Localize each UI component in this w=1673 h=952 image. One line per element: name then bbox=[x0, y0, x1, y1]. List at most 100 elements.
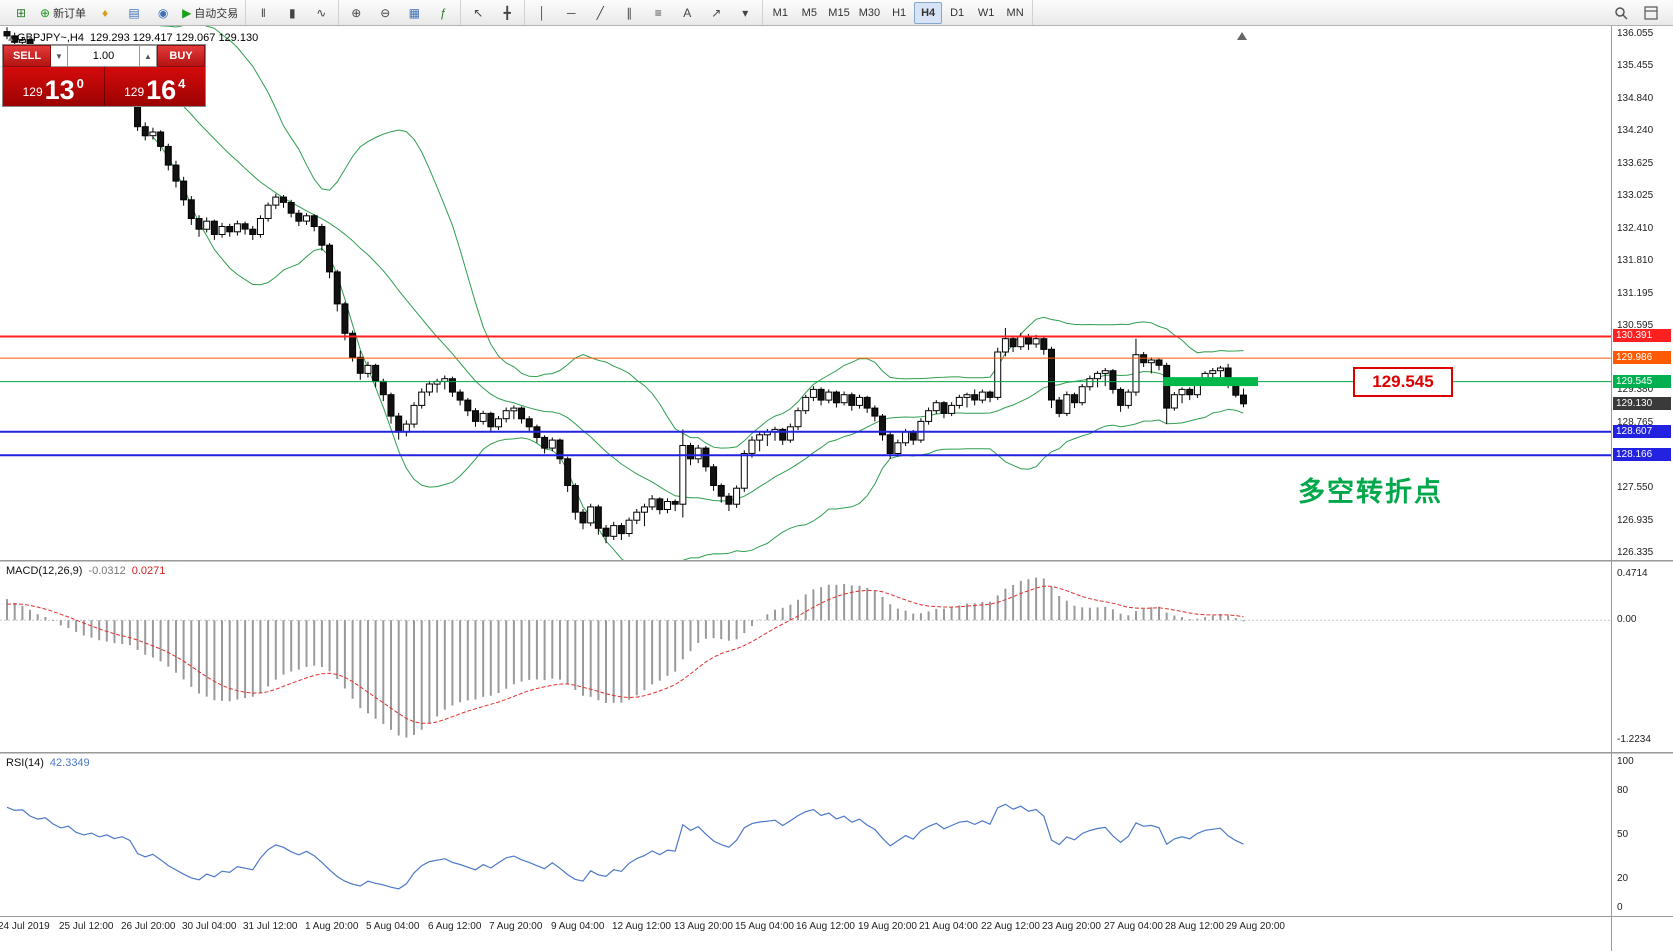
macd-resize-handle[interactable] bbox=[0, 560, 1611, 562]
timeframe-h1-label: H1 bbox=[892, 6, 907, 19]
axis-corner bbox=[1612, 916, 1673, 952]
vertical-line-button[interactable]: │ bbox=[528, 2, 556, 24]
rsi-canvas[interactable] bbox=[0, 754, 1611, 916]
file-group: ⊞ ⊕ 新订单 ♦ ▤ ◉ ▶ 自动交易 bbox=[4, 0, 247, 25]
crosshair-button[interactable]: ╋ bbox=[493, 2, 521, 24]
price-tick: 129.380 bbox=[1617, 384, 1654, 395]
shapes-dropdown-icon: ▾ bbox=[742, 5, 749, 20]
horizontal-line-button[interactable]: ─ bbox=[557, 2, 585, 24]
timeframe-d1[interactable]: D1 bbox=[943, 2, 971, 24]
axis-separator-2 bbox=[1612, 752, 1673, 754]
scroll-to-end-marker[interactable] bbox=[1237, 32, 1247, 40]
chart-type-group: ‖ ▮ ∿ bbox=[246, 0, 340, 25]
volume-step-down-button[interactable]: ▼ bbox=[51, 45, 68, 67]
text-button[interactable]: A bbox=[673, 2, 701, 24]
trendline-button[interactable]: ╱ bbox=[586, 2, 614, 24]
rsi-panel[interactable]: RSI(14) 42.3349 bbox=[0, 754, 1611, 916]
arrows-button[interactable]: ↗ bbox=[702, 2, 730, 24]
fibonacci-button[interactable]: ≡ bbox=[644, 2, 672, 24]
time-axis[interactable]: 24 Jul 2019 25 Jul 12:00 26 Jul 20:00 30 Ju… bbox=[0, 916, 1611, 952]
price-tick: 135.455 bbox=[1617, 60, 1654, 71]
time-label: 15 Aug 04:00 bbox=[735, 921, 794, 932]
timeframe-mn-label: MN bbox=[1006, 6, 1024, 19]
cursor-group: ↖ ╋ bbox=[461, 0, 526, 25]
rsi-axis[interactable]: 100 80 50 20 0 bbox=[1612, 754, 1673, 916]
timeframe-m1-label: M1 bbox=[772, 6, 788, 19]
price-marker: 129.986 bbox=[1613, 351, 1671, 364]
shapes-dropdown[interactable]: ▾ bbox=[731, 2, 759, 24]
new-order-button-label: 新订单 bbox=[53, 7, 87, 20]
rsi-tick: 20 bbox=[1617, 873, 1629, 884]
support-zone-object[interactable] bbox=[1163, 377, 1258, 387]
time-label: 25 Jul 12:00 bbox=[59, 921, 114, 932]
sell-price-display[interactable]: 129 13 0 bbox=[3, 67, 105, 106]
timeframe-m1[interactable]: M1 bbox=[766, 2, 794, 24]
timeframe-m5[interactable]: M5 bbox=[795, 2, 823, 24]
turning-point-annotation[interactable]: 多空转折点 bbox=[1298, 477, 1443, 507]
timeframe-group: M1 M5 M15 M30 H1 H4 D1 W1 MN bbox=[763, 0, 1034, 25]
macd-value-main: -0.0312 bbox=[88, 565, 126, 577]
new-order-button[interactable]: ⊕ 新订单 bbox=[36, 2, 90, 24]
autotrading-button[interactable]: ▶ 自动交易 bbox=[178, 2, 242, 24]
zoom-out-button[interactable]: ⊖ bbox=[371, 2, 399, 24]
buy-price-big: 16 bbox=[146, 75, 177, 105]
channel-button-icon: ∥ bbox=[626, 5, 633, 20]
search-button[interactable] bbox=[1607, 2, 1635, 24]
chart-header: ▴ GBPJPY~,H4 129.293 129.417 129.067 129.1… bbox=[8, 32, 258, 44]
price-level-annotation[interactable]: 129.545 bbox=[1353, 367, 1453, 397]
sell-price-prefix: 129 bbox=[22, 85, 43, 99]
timeframe-h1[interactable]: H1 bbox=[885, 2, 913, 24]
data-window-button[interactable]: ◉ bbox=[149, 2, 177, 24]
timeframe-h4[interactable]: H4 bbox=[914, 1, 943, 24]
text-button-icon: A bbox=[683, 5, 692, 20]
price-axis[interactable]: 136.055 135.455 134.840 134.240 133.625 133.0… bbox=[1612, 26, 1673, 560]
zoom-in-button-icon: ⊕ bbox=[351, 5, 362, 20]
main-chart[interactable]: ▴ GBPJPY~,H4 129.293 129.417 129.067 129.1… bbox=[0, 26, 1611, 560]
timeframe-w1[interactable]: W1 bbox=[972, 2, 1000, 24]
timeframe-m30[interactable]: M30 bbox=[855, 2, 884, 24]
channel-button[interactable]: ∥ bbox=[615, 2, 643, 24]
bollinger-bands bbox=[152, 26, 1244, 560]
time-label: 13 Aug 20:00 bbox=[674, 921, 733, 932]
macd-axis[interactable]: 0.4714 0.00 -1.2234 bbox=[1612, 562, 1673, 752]
candles-layer bbox=[3, 27, 1247, 544]
cursor-button[interactable]: ↖ bbox=[464, 2, 492, 24]
expert-advisors-button[interactable]: ♦ bbox=[91, 2, 119, 24]
candlestick-chart-canvas[interactable] bbox=[0, 26, 1611, 560]
price-axis-column[interactable]: 136.055 135.455 134.840 134.240 133.625 133.0… bbox=[1611, 26, 1673, 951]
panels-button[interactable] bbox=[1637, 2, 1665, 24]
chart-symbol-timeframe: GBPJPY~,H4 bbox=[17, 32, 84, 44]
indicators-button[interactable]: ƒ bbox=[429, 2, 457, 24]
price-tick: 132.410 bbox=[1617, 223, 1654, 234]
volume-step-up-button[interactable]: ▲ bbox=[140, 45, 157, 67]
timeframe-m5-label: M5 bbox=[801, 6, 817, 19]
rsi-value: 42.3349 bbox=[49, 757, 90, 769]
chart-ohlc-values: 129.293 129.417 129.067 129.130 bbox=[89, 32, 259, 44]
macd-canvas[interactable] bbox=[0, 562, 1611, 752]
new-chart-button[interactable]: ⊞ bbox=[7, 2, 35, 24]
indicators-button-icon: ƒ bbox=[439, 5, 447, 20]
price-tick: 133.625 bbox=[1617, 158, 1654, 169]
time-label: 26 Jul 20:00 bbox=[121, 921, 176, 932]
price-marker: 129.545 bbox=[1613, 375, 1671, 388]
bar-chart-button[interactable]: ‖ bbox=[249, 2, 277, 24]
volume-input[interactable] bbox=[68, 45, 140, 67]
timeframe-mn[interactable]: MN bbox=[1001, 2, 1029, 24]
macd-tick: 0.00 bbox=[1617, 614, 1637, 625]
timeframe-m15[interactable]: M15 bbox=[824, 2, 853, 24]
profiles-button[interactable]: ▤ bbox=[120, 2, 148, 24]
zoom-in-button[interactable]: ⊕ bbox=[342, 2, 370, 24]
rsi-name: RSI(14) bbox=[6, 757, 44, 769]
sell-button[interactable]: SELL bbox=[3, 45, 51, 67]
tile-windows-button[interactable]: ▦ bbox=[400, 2, 428, 24]
buy-button[interactable]: BUY bbox=[157, 45, 205, 67]
rsi-tick: 100 bbox=[1617, 756, 1634, 767]
line-chart-button[interactable]: ∿ bbox=[307, 2, 335, 24]
bar-chart-button-icon: ‖ bbox=[260, 5, 266, 20]
macd-panel[interactable]: MACD(12,26,9) -0.0312 0.0271 bbox=[0, 562, 1611, 752]
time-label: 9 Aug 04:00 bbox=[551, 921, 605, 932]
candlestick-chart-button[interactable]: ▮ bbox=[278, 2, 306, 24]
one-click-collapse-icon[interactable]: ▴ bbox=[8, 33, 14, 44]
rsi-resize-handle[interactable] bbox=[0, 752, 1611, 754]
buy-price-display[interactable]: 129 16 4 bbox=[104, 67, 205, 106]
